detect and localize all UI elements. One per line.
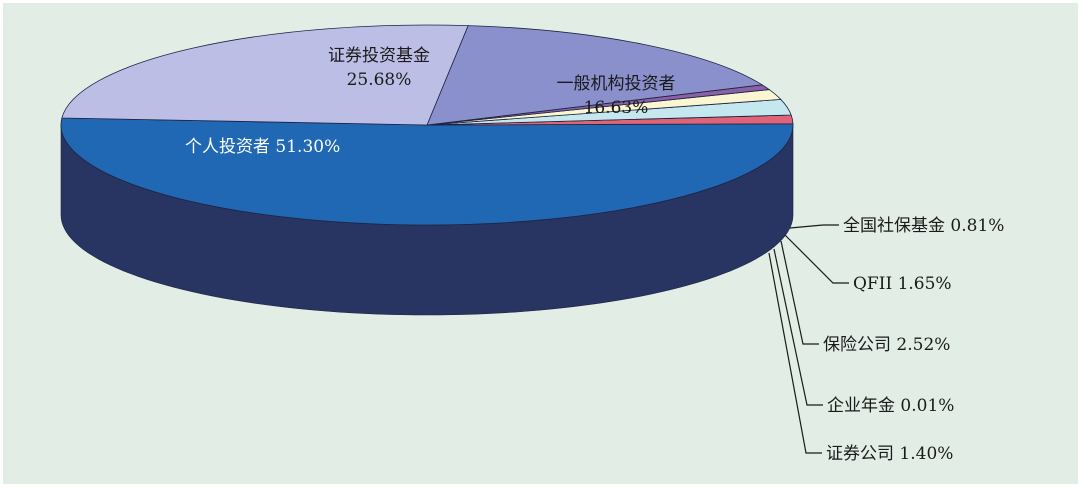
callout-label-4: 保险公司 2.52% [823,335,950,355]
chart-area: 个人投资者 51.30% 证券公司 1.40% 企业年金 0.01% 保险公司 2.5… [3,3,1078,484]
slice-name-7: 一般机构投资者 [557,74,676,94]
pie-chart: 个人投资者 51.30% 证券公司 1.40% 企业年金 0.01% 保险公司 2.5… [60,24,1004,464]
leader-line-5 [784,234,849,284]
pie-slice-1 [60,117,794,226]
slice-value-8: 25.68% [347,70,412,90]
pie-slice-7 [426,25,764,126]
leader-line-6 [789,224,839,229]
leader-line-2 [768,252,822,454]
callout-label-2: 证券公司 1.40% [826,444,953,464]
slice-label-1: 个人投资者 51.30% [185,137,340,157]
slice-name-8: 证券投资基金 [328,46,430,66]
callout-label-5: QFII 1.65% [853,274,952,294]
pie-top-surface [60,24,794,226]
leader-line-3 [773,248,823,406]
pie-slice-8 [61,24,469,126]
slice-value-7: 16.63% [584,98,649,118]
pie-labels: 个人投资者 51.30% 证券公司 1.40% 企业年金 0.01% 保险公司 2.5… [185,46,1004,464]
callout-label-6: 全国社保基金 0.81% [843,216,1004,236]
callout-label-3: 企业年金 0.01% [827,396,954,416]
leader-line-4 [780,240,819,345]
